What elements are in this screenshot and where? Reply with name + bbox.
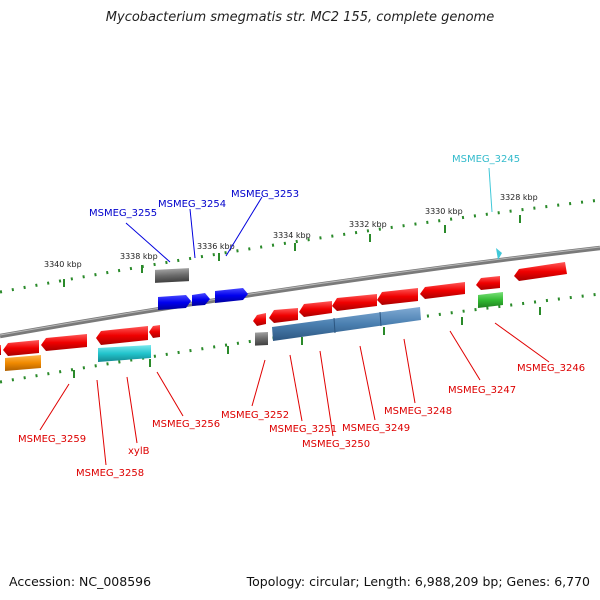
genome-summary-text: Topology: circular; Length: 6,988,209 bp… <box>246 574 590 589</box>
gene-block-cyan[interactable] <box>98 345 151 362</box>
scale-label-3334: 3334 kbp <box>273 231 311 240</box>
gene-arrow-msmeg-3259[interactable] <box>3 340 39 356</box>
gene-label-msmeg-3253: MSMEG_3253 <box>231 189 299 200</box>
gene-block-green[interactable] <box>478 292 503 308</box>
gene-block-steel[interactable] <box>272 307 421 341</box>
gene-arrow-msmeg-3249[interactable] <box>332 294 377 311</box>
scale-label-3330: 3330 kbp <box>425 207 463 216</box>
gene-arrow-msmeg-3246[interactable] <box>514 262 567 281</box>
gene-block-gray-upper[interactable] <box>155 268 189 283</box>
gene-label-msmeg-3249: MSMEG_3249 <box>342 423 410 434</box>
gene-arrow-xylB[interactable] <box>96 326 148 345</box>
genome-backbone <box>0 245 600 339</box>
scale-label-3328: 3328 kbp <box>500 193 538 202</box>
scale-label-3340: 3340 kbp <box>44 260 82 269</box>
gene-arrow-msmeg-3258[interactable] <box>41 334 87 351</box>
gene-label-msmeg-3251: MSMEG_3251 <box>269 424 337 435</box>
scale-major-ticks-upper <box>63 215 521 287</box>
gene-label-xylB: xylB <box>128 446 150 457</box>
accession-text: Accession: NC_008596 <box>9 574 152 589</box>
gene-label-msmeg-3254: MSMEG_3254 <box>158 199 226 210</box>
label-connectors <box>39 167 550 466</box>
scale-label-3336: 3336 kbp <box>197 242 235 251</box>
gene-arrow-msmeg-3253[interactable] <box>215 288 248 303</box>
gene-arrow-msmeg-3245[interactable] <box>496 248 502 260</box>
gene-arrow-msmeg-3254[interactable] <box>192 293 210 306</box>
gene-label-msmeg-3258: MSMEG_3258 <box>76 468 144 479</box>
gene-label-msmeg-3259: MSMEG_3259 <box>18 434 86 445</box>
gene-arrow-msmeg-3250[interactable] <box>299 301 332 317</box>
gene-label-msmeg-3255: MSMEG_3255 <box>89 208 157 219</box>
gene-arrow-msmeg-3256[interactable] <box>149 325 160 338</box>
scale-label-3338: 3338 kbp <box>120 252 158 261</box>
map-title: Mycobacterium smegmatis str. MC2 155, co… <box>105 10 495 25</box>
gene-label-msmeg-3250: MSMEG_3250 <box>302 439 370 450</box>
gene-label-msmeg-3256: MSMEG_3256 <box>152 419 220 430</box>
scale-major-ticks-lower <box>73 307 541 378</box>
gene-label-msmeg-3246: MSMEG_3246 <box>517 363 585 374</box>
gene-arrow-msmeg-3247[interactable] <box>476 276 500 290</box>
gene-arrow-msmeg-3251[interactable] <box>269 308 298 323</box>
gene-arrow-msmeg-3252[interactable] <box>253 313 266 326</box>
scale-label-3332: 3332 kbp <box>349 220 387 229</box>
gene-arrow-left-edge[interactable] <box>0 345 1 355</box>
gene-block-orange[interactable] <box>5 355 41 371</box>
gene-label-msmeg-3248: MSMEG_3248 <box>384 406 452 417</box>
gene-arrow-msmeg-3248a[interactable] <box>420 282 465 299</box>
gene-arrow-msmeg-3248[interactable] <box>377 288 418 305</box>
gene-label-msmeg-3245: MSMEG_3245 <box>452 154 520 165</box>
gene-label-msmeg-3252: MSMEG_3252 <box>221 410 289 421</box>
gene-block-gray-lower[interactable] <box>255 331 268 346</box>
gene-label-msmeg-3247: MSMEG_3247 <box>448 385 516 396</box>
scale-ring-upper <box>0 198 600 294</box>
gene-arrow-msmeg-3255[interactable] <box>158 295 191 310</box>
scale-ring-lower <box>0 292 600 384</box>
